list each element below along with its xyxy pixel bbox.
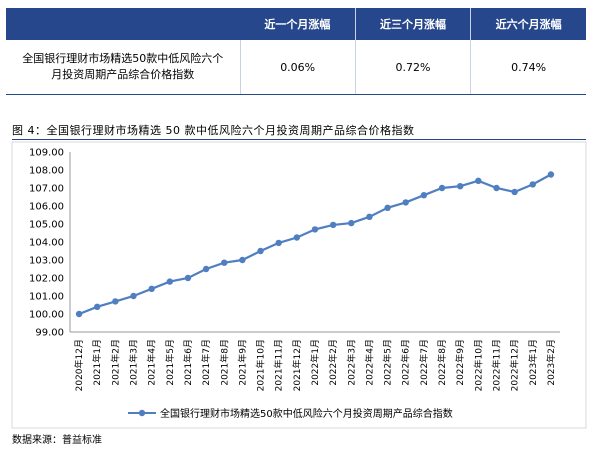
- figure-caption: 图 4：全国银行理财市场精选 50 款中低风险六个月投资周期产品综合价格指数: [12, 124, 415, 137]
- data-point: [148, 285, 155, 292]
- x-tick-label: 2021年11月: [273, 339, 285, 391]
- table-header-3m: 近三个月涨幅: [354, 8, 471, 40]
- performance-table: 近一个月涨幅 近三个月涨幅 近六个月涨幅 全国银行理财市场精选50款中低风险六个…: [6, 8, 586, 95]
- x-tick-label: 2021年10月: [255, 339, 267, 391]
- data-point: [402, 199, 409, 206]
- data-point: [493, 184, 500, 192]
- x-tick-label: 2021年4月: [146, 339, 158, 386]
- table-header-6m: 近六个月涨幅: [470, 8, 586, 40]
- table-header-row: 近一个月涨幅 近三个月涨幅 近六个月涨幅: [6, 8, 586, 40]
- x-tick-label: 2021年2月: [109, 339, 121, 386]
- data-point: [75, 310, 83, 318]
- table-header-blank: [6, 8, 240, 40]
- caption-rule: [12, 139, 586, 140]
- x-tick-label: 2022年5月: [382, 339, 394, 386]
- y-tick-label: 100.00: [29, 310, 64, 321]
- x-tick-label: 2021年12月: [291, 339, 303, 391]
- data-point: [366, 213, 373, 220]
- x-tick-label: 2023年1月: [527, 339, 539, 386]
- data-point: [293, 234, 301, 241]
- data-point: [275, 239, 282, 247]
- series-points: [75, 171, 555, 318]
- chart-frame: [11, 141, 587, 429]
- x-tick-label: 2022年1月: [309, 339, 321, 386]
- x-tick-label: 2022年12月: [509, 339, 521, 391]
- data-point: [475, 177, 482, 184]
- cell-1m: 0.06%: [239, 40, 356, 95]
- series-line: [78, 173, 552, 316]
- y-tick-label: 103.00: [29, 256, 64, 267]
- x-tick-label: 2022年3月: [345, 339, 357, 386]
- legend-label: 全国银行理财市场精选50款中低风险六个月投资周期产品综合指数: [160, 407, 453, 420]
- y-tick-label: 109.00: [29, 148, 64, 159]
- data-point: [311, 226, 319, 233]
- data-point: [348, 219, 355, 227]
- x-tick-label: 2022年6月: [400, 339, 412, 386]
- x-tick-labels: 2020年12月 2021年1月 2021年2月 2021年3月 2021年4月 2021…: [73, 339, 557, 391]
- y-tick-label: 102.00: [29, 274, 64, 285]
- data-point: [438, 184, 446, 192]
- data-point: [184, 274, 192, 282]
- data-point: [202, 265, 210, 273]
- data-source: 数据来源：普益标准: [12, 435, 102, 446]
- legend-swatch-marker: [138, 409, 146, 417]
- x-tick-label: 2021年8月: [218, 339, 230, 386]
- x-tick-label: 2021年5月: [164, 339, 176, 386]
- x-tick-label: 2022年2月: [327, 339, 339, 386]
- x-tick-label: 2022年10月: [472, 339, 484, 391]
- x-tick-label: 2021年7月: [200, 339, 212, 386]
- y-tick-label: 99.00: [35, 328, 64, 339]
- x-tick-label: 2021年3月: [128, 339, 140, 386]
- x-tick-label: 2021年6月: [182, 339, 194, 386]
- y-tick-label: 105.00: [29, 220, 64, 231]
- x-tick-label: 2022年7月: [418, 339, 430, 386]
- data-point: [511, 188, 518, 196]
- y-tick-label: 107.00: [29, 184, 64, 195]
- data-point: [257, 247, 264, 255]
- data-point: [329, 221, 337, 229]
- data-point: [130, 292, 137, 300]
- y-tick-label: 104.00: [29, 238, 64, 249]
- x-tick-label: 2022年9月: [454, 339, 466, 386]
- data-point: [456, 183, 464, 190]
- x-tick-label: 2021年1月: [91, 339, 103, 386]
- x-tick-label: 2020年12月: [73, 339, 85, 391]
- x-tick-label: 2022年11月: [490, 339, 502, 391]
- table-row: 全国银行理财市场精选50款中低风险六个 月投资周期产品综合价格指数 0.06% …: [6, 40, 586, 95]
- y-tick-label: 108.00: [29, 166, 64, 177]
- table-header-1m: 近一个月涨幅: [240, 8, 356, 40]
- data-point: [547, 171, 555, 178]
- x-tick-label: 2022年4月: [363, 339, 375, 386]
- y-tick-labels: 99.00 100.00 101.00 102.00 103.00 104.00 105.0…: [29, 148, 64, 339]
- x-tick-label: 2022年8月: [436, 339, 448, 386]
- y-tick-label: 101.00: [29, 292, 64, 303]
- data-point: [221, 259, 228, 266]
- data-point: [94, 303, 101, 310]
- legend: 全国银行理财市场精选50款中低风险六个月投资周期产品综合指数: [128, 407, 453, 420]
- row-name-line1: 全国银行理财市场精选50款中低风险六个: [22, 52, 224, 65]
- index-line-chart: 99.00 100.00 101.00 102.00 103.00 104.00 105.0…: [11, 141, 587, 429]
- data-point: [420, 192, 428, 199]
- y-tick-label: 106.00: [29, 202, 64, 213]
- data-point: [112, 298, 119, 305]
- data-point: [166, 278, 174, 285]
- x-tick-label: 2021年9月: [236, 339, 248, 386]
- data-point: [529, 181, 536, 188]
- data-point: [384, 204, 391, 211]
- row-name-line2: 月投资周期产品综合价格指数: [51, 68, 195, 81]
- cell-3m: 0.72%: [354, 40, 471, 95]
- data-point: [239, 256, 246, 264]
- x-tick-label: 2023年2月: [545, 339, 557, 386]
- cell-6m: 0.74%: [470, 40, 586, 95]
- table-row-name: 全国银行理财市场精选50款中低风险六个 月投资周期产品综合价格指数: [6, 40, 240, 95]
